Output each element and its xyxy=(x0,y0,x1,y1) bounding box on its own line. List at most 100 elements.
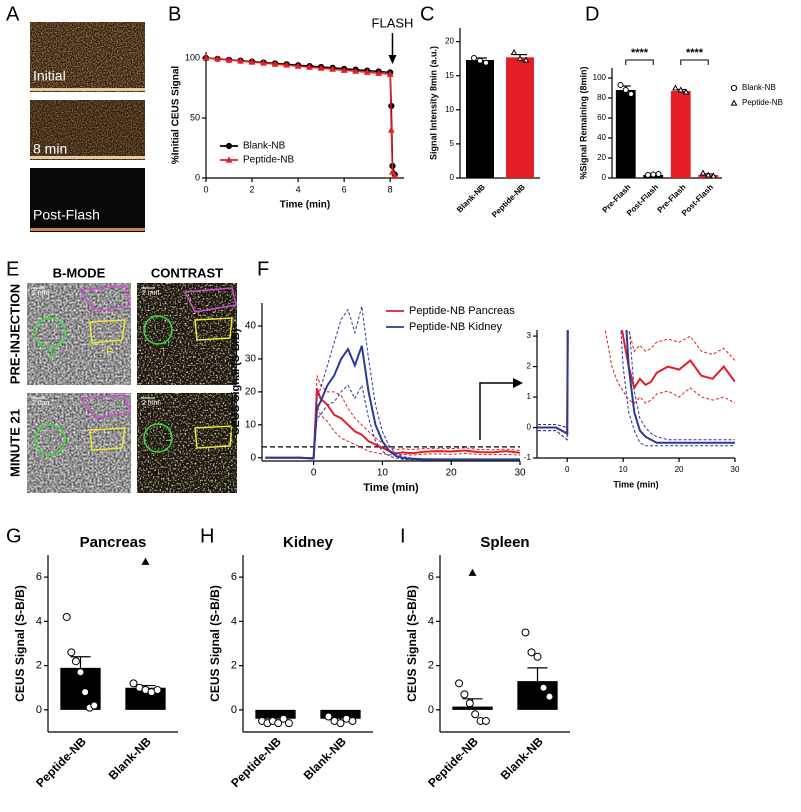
image-label: 8 min xyxy=(33,141,67,157)
scale-bar-label: 2 mm xyxy=(142,290,160,297)
marker xyxy=(348,716,357,725)
marker xyxy=(324,712,333,721)
x-tick-label: Blank-NB xyxy=(106,734,154,782)
marker xyxy=(225,156,233,163)
marker xyxy=(539,683,548,692)
error-band xyxy=(265,375,520,459)
marker xyxy=(225,142,233,150)
column-header: B-MODE xyxy=(53,265,106,280)
x-axis-label: Time (min) xyxy=(613,479,658,489)
y-axis-label: CEUS Signal (S-B/B) xyxy=(13,585,27,702)
y-tick-label: 6 xyxy=(231,571,237,583)
y-tick-label: 60 xyxy=(597,113,606,122)
marker xyxy=(306,63,314,70)
chart-title: Kidney xyxy=(283,534,334,551)
scale-bar-label: 2 mm xyxy=(32,290,50,297)
row-header: MINUTE 21 xyxy=(7,409,22,477)
series-line xyxy=(537,330,735,436)
roi-label: K xyxy=(50,349,58,361)
marker xyxy=(465,699,474,708)
marker xyxy=(274,719,283,728)
x-tick-label: 10 xyxy=(377,468,389,479)
image-label: Initial xyxy=(33,68,66,84)
marker xyxy=(682,88,690,95)
x-tick-label: 10 xyxy=(619,465,628,474)
annotation-arrowhead xyxy=(388,55,397,64)
marker xyxy=(248,58,256,65)
y-axis-label: %Signal Remaining (8min) xyxy=(578,66,588,179)
marker xyxy=(202,54,210,61)
y-tick-label: 0 xyxy=(527,423,532,432)
y-tick-label: 0 xyxy=(250,452,256,463)
x-tick-label: 0 xyxy=(203,184,208,194)
marker xyxy=(545,692,554,701)
marker xyxy=(391,171,399,179)
y-tick-label: 6 xyxy=(428,571,434,583)
x-tick-label: Peptide-NB xyxy=(490,182,527,219)
x-tick-label: Blank-NB xyxy=(301,734,349,782)
y-tick-label: 5 xyxy=(450,139,455,148)
marker xyxy=(455,679,464,688)
y-tick-label: 1 xyxy=(527,392,532,401)
panel-letter: D xyxy=(585,3,599,25)
bar xyxy=(320,709,361,719)
y-tick-label: 4 xyxy=(428,615,434,627)
roi-label: P xyxy=(106,346,113,358)
marker xyxy=(90,701,99,710)
image-label: Post-Flash xyxy=(33,207,100,223)
marker xyxy=(352,67,360,74)
marker xyxy=(522,56,530,63)
marker xyxy=(283,61,291,68)
marker xyxy=(527,648,536,657)
series-line xyxy=(537,330,735,444)
scale-bar-label: 2 mm xyxy=(142,400,160,407)
x-tick-label: Blank-NB xyxy=(498,734,546,782)
y-axis-label: Signal Intensity 8min (a.u.) xyxy=(428,46,438,160)
bar xyxy=(670,91,691,178)
marker xyxy=(81,688,90,697)
marker xyxy=(340,66,348,73)
y-tick-label: 0 xyxy=(36,704,42,716)
marker xyxy=(710,172,717,179)
marker xyxy=(237,57,244,64)
y-tick-label: 30 xyxy=(245,354,257,365)
y-tick-label: 0 xyxy=(602,173,607,182)
marker xyxy=(387,126,395,133)
legend-label: Peptide-NB Kidney xyxy=(409,321,502,333)
bar xyxy=(615,90,636,178)
marker xyxy=(628,91,635,97)
y-tick-label: -1 xyxy=(524,453,532,462)
x-axis-label: Time (min) xyxy=(363,482,419,494)
significance-bracket xyxy=(680,59,709,65)
x-tick-label: 30 xyxy=(514,468,526,479)
marker xyxy=(336,719,345,728)
legend-label: Peptide-NB xyxy=(243,155,294,166)
x-tick-label: Peptide-NB xyxy=(228,734,284,790)
y-tick-label: 2 xyxy=(231,660,237,672)
marker xyxy=(471,55,477,61)
scale-bar-label: 2 mm xyxy=(32,400,50,407)
marker xyxy=(225,56,233,63)
y-tick-label: 15 xyxy=(445,71,454,80)
error-band xyxy=(265,404,520,460)
marker xyxy=(284,719,293,728)
legend-label: Peptide-NB xyxy=(742,98,783,107)
marker xyxy=(730,84,738,92)
y-tick-label: 0 xyxy=(231,704,237,716)
y-axis-label: CEUS Signal (S-B/B) xyxy=(208,585,222,702)
x-tick-label: 0 xyxy=(565,465,570,474)
x-tick-label: Peptide-NB xyxy=(425,734,481,790)
y-tick-label: 20 xyxy=(597,153,606,162)
bar xyxy=(506,57,534,179)
x-axis-label: Time (min) xyxy=(280,200,330,211)
marker xyxy=(622,87,629,93)
legend-label: Blank-NB xyxy=(243,141,286,152)
chart-title: Pancreas xyxy=(80,534,147,551)
y-tick-label: 0 xyxy=(195,172,200,182)
marker xyxy=(375,69,383,76)
marker xyxy=(389,168,396,175)
bar xyxy=(452,706,493,710)
x-tick-label: Peptide-NB xyxy=(33,734,89,790)
marker xyxy=(141,557,150,565)
